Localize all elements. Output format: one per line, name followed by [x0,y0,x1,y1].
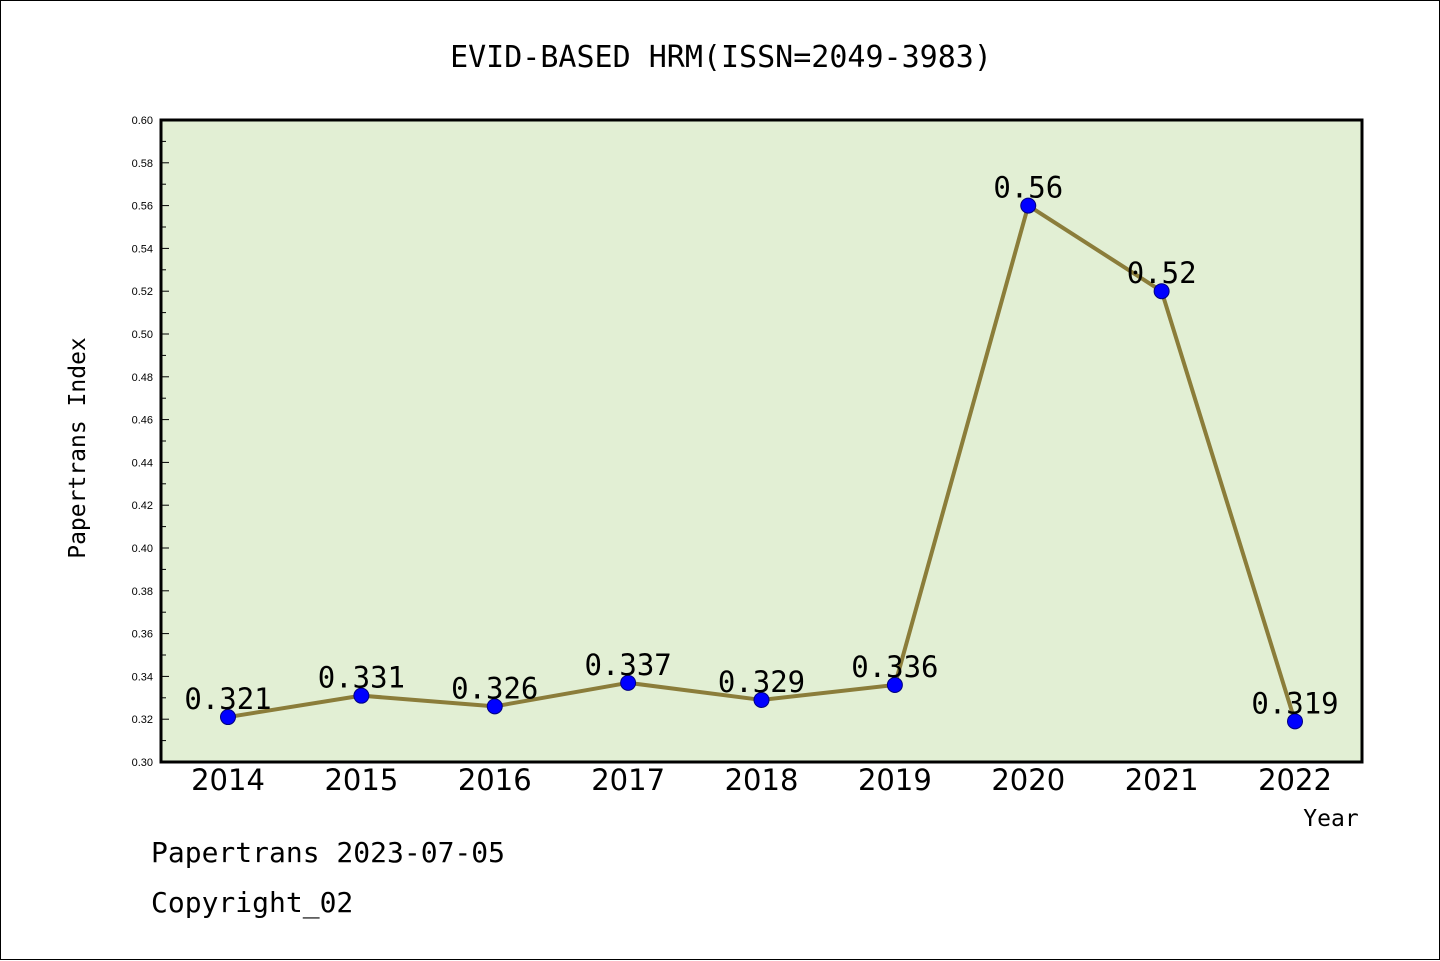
y-tick-label: 0.50 [132,329,153,341]
x-tick-label: 2020 [991,763,1065,797]
y-tick-label: 0.46 [132,415,153,427]
data-point [486,698,503,715]
x-tick-label: 2015 [324,763,398,797]
y-tick-label: 0.58 [132,158,153,170]
data-point [353,687,370,704]
y-tick-label: 0.30 [132,757,153,769]
data-label: 0.337 [584,648,671,682]
data-point [886,676,903,693]
data-label: 0.319 [1251,686,1338,720]
footer-copyright: Copyright_02 [151,886,354,919]
y-tick-label: 0.44 [132,457,153,469]
data-point [1020,197,1037,214]
data-label: 0.331 [318,661,405,695]
y-tick-label: 0.56 [132,201,153,213]
x-axis: 2014 2015 2016 2017 2018 2019 2020 2021 2022 [191,763,1332,797]
y-tick-label: 0.34 [132,671,153,683]
y-tick-label: 0.54 [132,243,153,255]
x-tick-label: 2017 [591,763,665,797]
x-tick-label: 2018 [725,763,799,797]
data-point [753,691,770,708]
x-tick-label: 2022 [1258,763,1332,797]
y-tick-label: 0.48 [132,372,153,384]
x-tick-label: 2016 [458,763,532,797]
data-label: 0.56 [993,171,1063,205]
y-axis: 0.30 0.32 0.34 0.36 0.38 0.40 0.42 0.44 0.46 0.48… [132,115,169,769]
series-layer: 0.321 0.331 0.326 0.337 0.329 0.336 0.56 0.52 0.… [184,171,1339,730]
plot-area [159,118,1364,764]
data-label: 0.321 [184,682,271,716]
footer-date: Papertrans 2023-07-05 [151,836,506,869]
y-tick-label: 0.38 [132,586,153,598]
y-tick-label: 0.36 [132,629,153,641]
y-tick-label: 0.32 [132,714,153,726]
data-label: 0.336 [851,650,938,684]
x-axis-label: Year [1303,806,1358,832]
data-label: 0.329 [718,665,805,699]
y-axis-label: Papertrans Index [65,337,91,559]
y-tick-label: 0.42 [132,500,153,512]
x-tick-label: 2021 [1125,763,1199,797]
data-point [1287,713,1303,730]
x-tick-label: 2014 [191,763,265,797]
y-tick-label: 0.40 [132,543,153,555]
chart-title: EVID-BASED HRM(ISSN=2049-3983) [450,40,992,75]
data-point [1153,283,1170,300]
y-tick-label: 0.52 [132,286,153,298]
data-label: 0.326 [451,671,538,705]
data-point [620,674,637,691]
x-tick-label: 2019 [858,763,932,797]
data-point [220,709,236,726]
y-tick-label: 0.60 [132,115,153,127]
data-label: 0.52 [1127,256,1197,290]
